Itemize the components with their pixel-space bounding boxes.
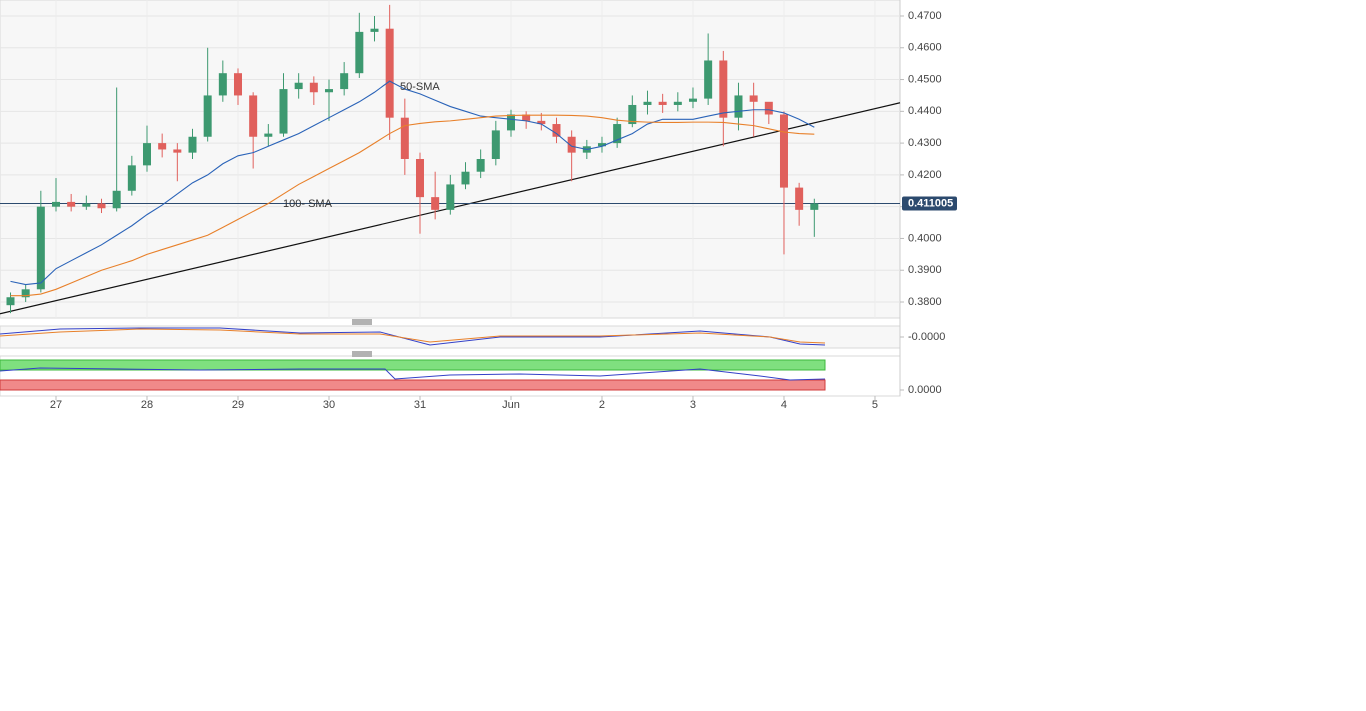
x-tick-label: 5 xyxy=(872,399,878,411)
moving-average xyxy=(10,80,815,286)
macd-signal xyxy=(0,328,826,344)
moving-average xyxy=(10,114,815,297)
candle-body xyxy=(294,82,303,90)
candle-body xyxy=(415,159,424,198)
candle-body xyxy=(658,101,667,105)
x-tick-label: 28 xyxy=(141,399,153,411)
candle-body xyxy=(749,95,758,102)
price-tag xyxy=(902,196,957,211)
candle-body xyxy=(82,203,91,207)
candle-body xyxy=(446,184,455,210)
candle-body xyxy=(431,197,440,210)
oversold-band xyxy=(0,379,826,391)
candle-body xyxy=(613,124,622,144)
candle-body xyxy=(810,203,819,210)
candle-body xyxy=(597,143,606,147)
candle-body xyxy=(279,89,288,134)
y-tick-label: 0.0000 xyxy=(908,384,942,396)
candle-body xyxy=(6,297,15,306)
candle-body xyxy=(643,101,652,105)
sma-annotation: 100- SMA xyxy=(283,198,333,210)
x-tick-label: 27 xyxy=(50,399,62,411)
y-tick-label: 0.4600 xyxy=(908,42,942,54)
candle-body xyxy=(719,60,728,118)
resize-grip[interactable] xyxy=(352,351,372,357)
candle-body xyxy=(249,95,258,137)
sma-annotation: 50-SMA xyxy=(400,81,440,93)
candle-body xyxy=(36,206,45,290)
current-price-label: 0.411005 xyxy=(908,197,953,209)
candle-body xyxy=(506,114,515,131)
candle-body xyxy=(97,203,106,209)
y-tick-label: 0.4700 xyxy=(908,10,942,22)
candle-body xyxy=(370,28,379,32)
y-tick-label: 0.3900 xyxy=(908,264,942,276)
candle-body xyxy=(203,95,212,137)
candle-body xyxy=(127,165,136,191)
x-tick-label: 3 xyxy=(690,399,696,411)
overbought-band xyxy=(0,359,826,371)
candle-body xyxy=(188,136,197,153)
resize-grip[interactable] xyxy=(352,319,372,325)
candle-body xyxy=(324,89,333,93)
candle-body xyxy=(673,101,682,105)
candle-body xyxy=(779,114,788,188)
candle-body xyxy=(264,133,273,137)
candle-body xyxy=(218,73,227,96)
candle-body xyxy=(764,101,773,115)
candle-body xyxy=(734,95,743,118)
candle-body xyxy=(112,190,121,209)
candle-body xyxy=(355,31,364,74)
candle-body xyxy=(552,124,561,137)
candle-body xyxy=(688,98,697,102)
y-tick-label: -0.0000 xyxy=(908,331,945,343)
candle-body xyxy=(628,104,637,125)
x-tick-label: 29 xyxy=(232,399,244,411)
y-tick-label: 0.4200 xyxy=(908,169,942,181)
x-tick-label: 2 xyxy=(599,399,605,411)
candle-body xyxy=(158,143,167,150)
candle-body xyxy=(340,73,349,90)
y-tick-label: 0.4500 xyxy=(908,73,942,85)
candle-body xyxy=(567,136,576,153)
x-tick-label: 30 xyxy=(323,399,335,411)
y-tick-label: 0.4300 xyxy=(908,137,942,149)
candle-body xyxy=(704,60,713,99)
x-tick-label: 4 xyxy=(781,399,787,411)
candle-body xyxy=(309,82,318,93)
x-tick-label: 31 xyxy=(414,399,426,411)
candle-body xyxy=(476,159,485,172)
candle-body xyxy=(142,143,151,166)
candle-body xyxy=(537,120,546,125)
candle-body xyxy=(173,149,182,153)
candle-body xyxy=(461,171,470,185)
y-tick-label: 0.3800 xyxy=(908,296,942,308)
x-tick-label: Jun xyxy=(502,399,520,411)
oscillator-line xyxy=(0,367,826,381)
candle-body xyxy=(67,201,76,207)
candle-body xyxy=(400,117,409,159)
candle-body xyxy=(21,289,30,298)
candle-body xyxy=(52,201,61,207)
candle-body xyxy=(522,114,531,121)
candle-body xyxy=(795,187,804,210)
candle-body xyxy=(491,130,500,159)
y-tick-label: 0.4400 xyxy=(908,105,942,117)
candle-body xyxy=(233,73,242,96)
y-tick-label: 0.4000 xyxy=(908,232,942,244)
candle-body xyxy=(385,28,394,118)
